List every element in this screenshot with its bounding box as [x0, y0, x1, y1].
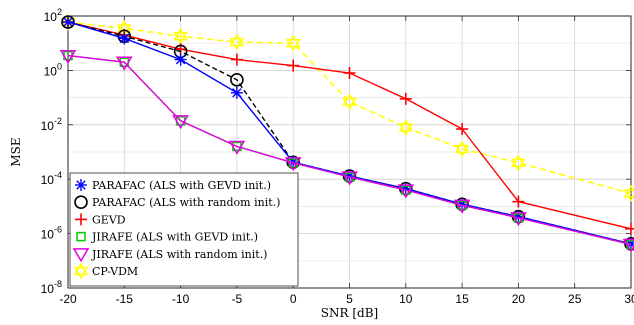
x-tick-label: -15 [116, 292, 134, 306]
y-tick-label: 100 [44, 61, 62, 78]
x-tick-label: 30 [624, 292, 634, 306]
x-tick-label: -5 [232, 292, 243, 306]
legend-label: PARAFAC (ALS with GEVD init.) [92, 179, 271, 192]
data-point-marker [62, 16, 74, 28]
x-tick-label: 5 [346, 292, 353, 306]
legend-label: PARAFAC (ALS with random init.) [92, 196, 280, 209]
y-tick-label: 10-2 [41, 116, 62, 133]
legend-entry: JIRAFE (ALS with random init.) [74, 248, 267, 261]
y-axis-title: MSE [9, 137, 23, 166]
legend-entry: JIRAFE (ALS with GEVD init.) [77, 231, 258, 244]
x-tick-label: 20 [512, 292, 526, 306]
y-tick-label: 102 [44, 7, 62, 24]
legend-label: CP-VDM [92, 265, 138, 278]
x-tick-label: 25 [568, 292, 582, 306]
x-tick-label: -20 [59, 292, 77, 306]
x-tick-label: 15 [455, 292, 469, 306]
legend-entry: PARAFAC (ALS with GEVD init.) [75, 179, 271, 192]
legend-label: JIRAFE (ALS with random init.) [91, 248, 267, 261]
legend: PARAFAC (ALS with GEVD init.) PARAFAC (AL… [70, 173, 298, 286]
legend-entry: PARAFAC (ALS with random init.) [75, 196, 280, 209]
x-tick-label: 10 [399, 292, 413, 306]
legend-label: GEVD [92, 213, 126, 226]
data-point-marker [231, 87, 243, 99]
legend-marker [75, 179, 87, 191]
x-tick-label: -10 [172, 292, 190, 306]
data-point-marker [118, 32, 130, 44]
y-tick-label: 10-6 [41, 225, 62, 242]
legend-label: JIRAFE (ALS with GEVD init.) [91, 231, 258, 244]
x-axis-title: SNR [dB] [321, 306, 378, 320]
y-tick-label: 10-4 [41, 170, 62, 187]
data-point-marker [175, 54, 187, 66]
x-tick-label: 0 [290, 292, 297, 306]
